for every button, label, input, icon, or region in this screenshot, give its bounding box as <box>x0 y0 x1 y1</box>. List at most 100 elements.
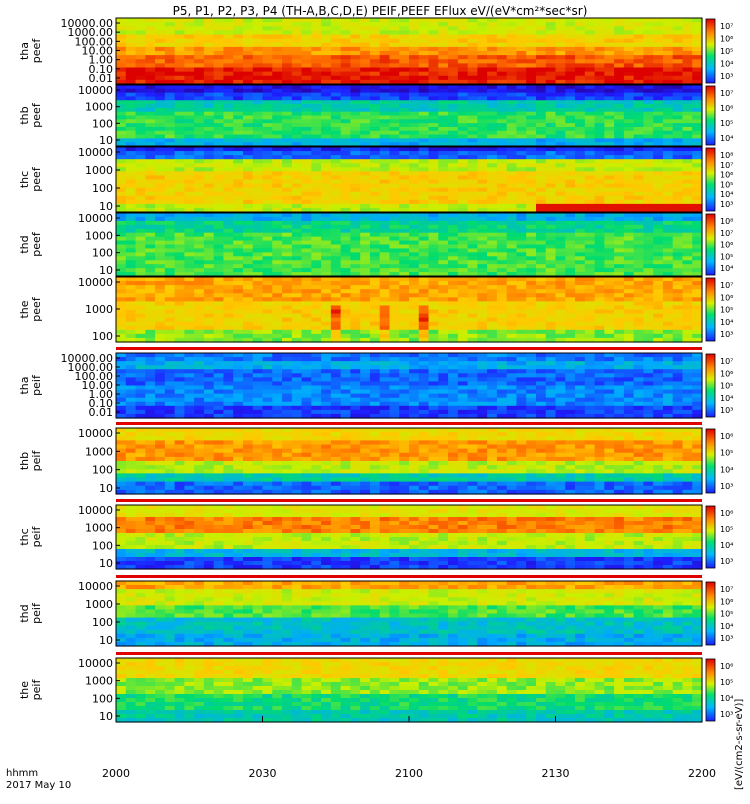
heatmap-cell <box>350 68 360 73</box>
heatmap-cell <box>458 35 468 40</box>
heatmap-cell <box>692 330 702 335</box>
heatmap-cell <box>565 22 575 27</box>
heatmap-cell <box>692 55 702 60</box>
heatmap-cell <box>145 326 155 331</box>
heatmap-cell <box>585 100 595 104</box>
heatmap-cell <box>184 43 194 48</box>
heatmap-cell <box>331 289 341 294</box>
colorbar <box>706 19 715 83</box>
heatmap-cell <box>673 167 683 172</box>
heatmap-cell <box>614 155 624 160</box>
heatmap-cell <box>253 116 263 120</box>
heatmap-cell <box>263 171 273 176</box>
heatmap-cell <box>497 18 507 23</box>
heatmap-cell <box>575 108 585 112</box>
heatmap-cell <box>360 213 370 218</box>
heatmap-cell <box>614 318 624 323</box>
heatmap-cell <box>595 200 605 205</box>
heatmap-cell <box>263 30 273 35</box>
heatmap-cell <box>497 277 507 282</box>
heatmap-cell <box>429 55 439 60</box>
heatmap-cell <box>321 204 331 209</box>
heatmap-cell <box>223 135 233 139</box>
heatmap-cell <box>565 43 575 48</box>
heatmap-cell <box>497 171 507 176</box>
heatmap-cell <box>565 281 575 286</box>
heatmap-cell <box>370 281 380 286</box>
heatmap-cell <box>682 167 692 172</box>
heatmap-cell <box>341 241 351 246</box>
heatmap-cell <box>389 357 399 362</box>
heatmap-cell <box>546 72 556 77</box>
panel-label: thdpeef <box>18 231 43 257</box>
heatmap-cell <box>458 135 468 139</box>
heatmap-cell <box>438 256 448 261</box>
heatmap-cell <box>673 112 683 116</box>
heatmap-cell <box>643 314 653 319</box>
heatmap-cell <box>673 51 683 56</box>
heatmap-cell <box>565 237 575 242</box>
heatmap-cell <box>419 213 429 218</box>
heatmap-cell <box>643 175 653 180</box>
heatmap-cell <box>516 229 526 234</box>
heatmap-cell <box>380 196 390 201</box>
heatmap-cell <box>194 330 204 335</box>
heatmap-cell <box>370 221 380 226</box>
heatmap-cell <box>575 277 585 282</box>
heatmap-cell <box>253 184 263 189</box>
heatmap-cell <box>116 93 126 97</box>
heatmap-cell <box>448 18 458 23</box>
heatmap-cell <box>438 217 448 222</box>
heatmap-cell <box>311 256 321 261</box>
heatmap-cell <box>389 85 399 89</box>
heatmap-cell <box>282 180 292 185</box>
heatmap-cell <box>214 241 224 246</box>
heatmap-cell <box>311 289 321 294</box>
heatmap-cell <box>624 330 634 335</box>
heatmap-cell <box>321 96 331 100</box>
heatmap-cell <box>536 241 546 246</box>
heatmap-cell <box>663 225 673 230</box>
heatmap-cell <box>302 233 312 238</box>
heatmap-cell <box>253 188 263 193</box>
heatmap-cell <box>595 127 605 131</box>
heatmap-cell <box>575 119 585 123</box>
heatmap-cell <box>126 51 136 56</box>
heatmap-cell <box>682 281 692 286</box>
heatmap-cell <box>116 314 126 319</box>
heatmap-cell <box>682 330 692 335</box>
heatmap-cell <box>624 93 634 97</box>
heatmap-cell <box>643 26 653 31</box>
heatmap-cell <box>321 237 331 242</box>
heatmap-cell <box>243 237 253 242</box>
heatmap-cell <box>477 123 487 127</box>
heatmap-cell <box>272 289 282 294</box>
heatmap-cell <box>321 51 331 56</box>
heatmap-cell <box>507 163 517 168</box>
heatmap-cell <box>243 22 253 27</box>
heatmap-cell <box>692 112 702 116</box>
heatmap-cell <box>292 18 302 23</box>
heatmap-cell <box>292 277 302 282</box>
heatmap-cell <box>585 314 595 319</box>
heatmap-cell <box>585 155 595 160</box>
heatmap-cell <box>653 112 663 116</box>
heatmap-cell <box>292 68 302 73</box>
heatmap-cell <box>184 100 194 104</box>
heatmap-cell <box>243 127 253 131</box>
heatmap-cell <box>370 353 380 358</box>
heatmap-cell <box>389 188 399 193</box>
heatmap-cell <box>136 26 146 31</box>
heatmap-cell <box>136 229 146 234</box>
heatmap-cell <box>204 229 214 234</box>
heatmap-cell <box>429 123 439 127</box>
heatmap-cell <box>409 252 419 257</box>
heatmap-cell <box>692 196 702 201</box>
heatmap-cell <box>663 310 673 315</box>
heatmap-cell <box>614 63 624 68</box>
heatmap-cell <box>458 100 468 104</box>
heatmap-cell <box>497 297 507 302</box>
heatmap-cell <box>526 55 536 60</box>
heatmap-cell <box>565 123 575 127</box>
heatmap-cell <box>516 151 526 156</box>
